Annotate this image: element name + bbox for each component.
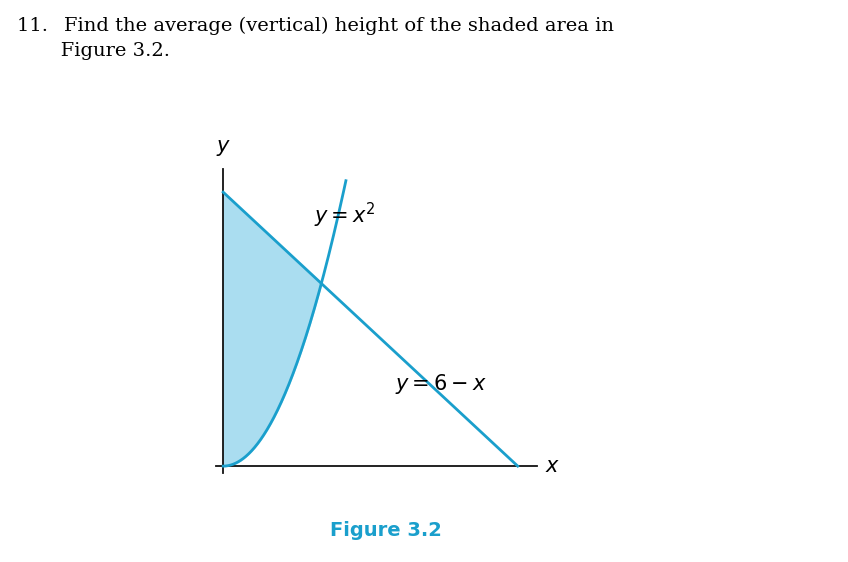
Text: Figure 3.2: Figure 3.2 (330, 520, 442, 540)
Text: 11.  Find the average (vertical) height of the shaded area in
       Figure 3.2.: 11. Find the average (vertical) height o… (17, 17, 614, 60)
Text: $x$: $x$ (544, 456, 560, 476)
Text: $y = x^2$: $y = x^2$ (314, 201, 376, 229)
Text: $y = 6 - x$: $y = 6 - x$ (395, 372, 487, 396)
Text: $y$: $y$ (215, 138, 231, 158)
